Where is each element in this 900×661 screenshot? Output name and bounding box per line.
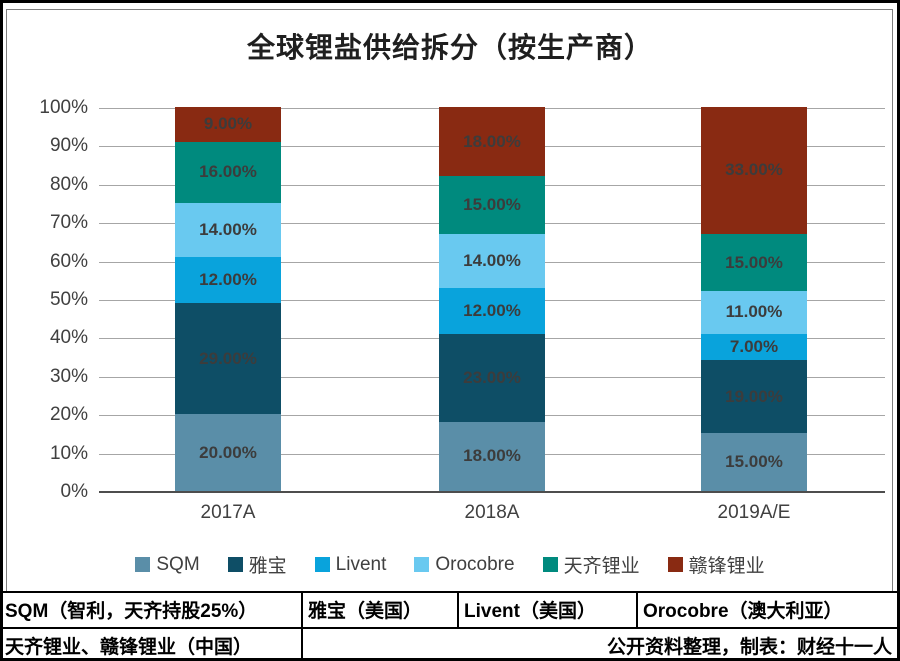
legend-item-Orocobre: Orocobre [414, 553, 515, 576]
plot-area: 20.00% 29.00% 12.00% 14.00% 16.00% 9.00% 18.00… [99, 107, 885, 493]
segment-赣锋锂业-2019A/E: 33.00% [701, 107, 807, 234]
y-tick-label-90: 90% [49, 135, 88, 156]
bar-2018A: 18.00% 23.00% 12.00% 14.00% 15.00% 18.00% [439, 107, 545, 491]
segment-Livent-2017A: 12.00% [175, 256, 281, 303]
segment-SQM-2018A: 18.00% [439, 421, 545, 491]
segment-Orocobre-2018A: 14.00% [439, 233, 545, 288]
legend-label-SQM: SQM [156, 553, 200, 575]
segment-赣锋锂业-2017A: 9.00% [175, 107, 281, 142]
segment-Livent-2018A: 12.00% [439, 287, 545, 334]
y-tick-label-40: 40% [49, 327, 88, 348]
legend-item-赣锋锂业: 赣锋锂业 [667, 551, 765, 578]
legend-swatch-SQM [135, 557, 151, 572]
segment-雅宝-2019A/E: 19.00% [701, 360, 807, 434]
legend-swatch-Livent [314, 557, 330, 572]
footer-table: SQM（智利，天齐持股25%） 雅宝（美国） Livent（美国） Orocob… [0, 591, 900, 661]
segment-Orocobre-2017A: 14.00% [175, 203, 281, 257]
x-category-label-2019A/E: 2019A/E [717, 502, 791, 523]
x-axis-baseline [99, 491, 885, 493]
legend-label-Orocobre: Orocobre [435, 553, 515, 575]
legend-swatch-雅宝 [227, 557, 243, 572]
segment-Livent-2019A/E: 7.00% [701, 333, 807, 361]
legend-swatch-Orocobre [414, 557, 430, 572]
segment-SQM-2017A: 20.00% [175, 414, 281, 491]
footer-cell-orocobre: Orocobre（澳大利亚） [643, 601, 843, 622]
chart-title: 全球锂盐供给拆分（按生产商） [246, 32, 653, 63]
legend-label-赣锋锂业: 赣锋锂业 [688, 556, 765, 577]
bar-2019A/E: 15.00% 19.00% 7.00% 11.00% 15.00% 33.00% [701, 107, 807, 491]
legend-swatch-天齐锂业 [542, 557, 558, 572]
legend-item-雅宝: 雅宝 [227, 551, 287, 578]
y-tick-label-0: 0% [60, 481, 88, 502]
bar-2017A: 20.00% 29.00% 12.00% 14.00% 16.00% 9.00% [175, 107, 281, 491]
y-tick-label-60: 60% [49, 251, 88, 272]
footer-cell-source-credit: 公开资料整理，制表：财经十一人 [606, 637, 892, 658]
y-tick-label-10: 10% [49, 443, 88, 464]
legend-swatch-赣锋锂业 [667, 557, 683, 572]
footer-cell-livent: Livent（美国） [459, 593, 638, 627]
y-tick-label-100: 100% [39, 97, 88, 118]
footer-cell-sqm: SQM（智利，天齐持股25%） [0, 593, 303, 627]
y-tick-label-70: 70% [49, 212, 88, 233]
legend-item-Livent: Livent [314, 553, 387, 576]
segment-天齐锂业-2017A: 16.00% [175, 141, 281, 204]
x-category-label-2017A: 2017A [200, 502, 256, 523]
segment-赣锋锂业-2018A: 18.00% [439, 107, 545, 177]
segment-雅宝-2018A: 23.00% [439, 333, 545, 422]
y-tick-label-50: 50% [49, 289, 88, 310]
segment-天齐锂业-2019A/E: 15.00% [701, 233, 807, 292]
footer-row-2: 天齐锂业、赣锋锂业（中国） 公开资料整理，制表：财经十一人 [0, 629, 900, 661]
legend-item-天齐锂业: 天齐锂业 [542, 551, 640, 578]
segment-雅宝-2017A: 29.00% [175, 302, 281, 415]
footer-cell-yabao: 雅宝（美国） [303, 593, 459, 627]
y-tick-label-30: 30% [49, 366, 88, 387]
legend-label-雅宝: 雅宝 [248, 556, 287, 577]
legend-item-SQM: SQM [135, 553, 200, 576]
x-category-label-2018A: 2018A [464, 502, 520, 523]
segment-天齐锂业-2018A: 15.00% [439, 176, 545, 234]
y-tick-label-20: 20% [49, 404, 88, 425]
y-tick-label-80: 80% [49, 174, 88, 195]
footer-row-1: SQM（智利，天齐持股25%） 雅宝（美国） Livent（美国） Orocob… [0, 593, 900, 629]
segment-Orocobre-2019A/E: 11.00% [701, 291, 807, 334]
legend-label-Livent: Livent [335, 553, 387, 575]
segment-SQM-2019A/E: 15.00% [701, 433, 807, 491]
chart-legend: SQM 雅宝 Livent Orocobre 天齐锂业 赣锋锂业 [0, 551, 900, 578]
legend-label-天齐锂业: 天齐锂业 [563, 556, 640, 577]
footer-cell-china-producers: 天齐锂业、赣锋锂业（中国） [0, 629, 303, 661]
